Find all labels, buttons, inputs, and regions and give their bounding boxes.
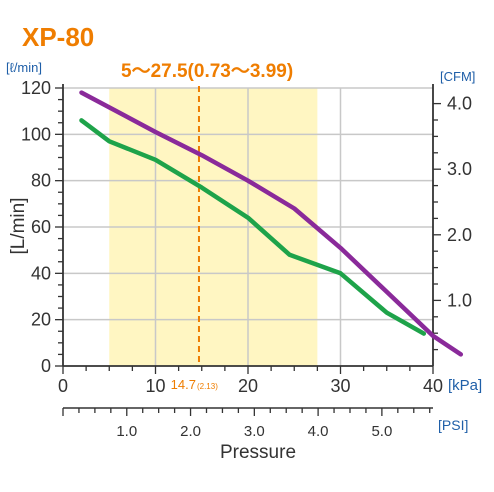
y-tick-label: 100	[21, 124, 51, 144]
x-tick-label: 0	[58, 376, 68, 396]
y-tick-label: 60	[31, 217, 51, 237]
y-right-unit-label: [CFM]	[440, 69, 475, 84]
psi-unit-label: [PSI]	[438, 417, 468, 433]
y-right-tick-label: 4.0	[447, 94, 472, 114]
reference-line-sublabel: (2.13)	[197, 382, 218, 391]
x-tick-label: 40	[423, 376, 443, 396]
operating-range-label: 5～27.5(0.73～3.99)	[121, 61, 293, 82]
y-tick-label: 20	[31, 310, 51, 330]
x-tick-label: 30	[330, 376, 350, 396]
y-axis-title: [L/min]	[8, 197, 29, 254]
y-right-tick-label: 3.0	[447, 159, 472, 179]
y-tick-label: 0	[41, 356, 51, 376]
psi-tick-label: 2.0	[180, 423, 201, 440]
x-axis-title: Pressure	[220, 442, 296, 463]
chart-title: XP-80	[22, 22, 94, 52]
y-tick-label: 120	[21, 78, 51, 98]
psi-tick-label: 1.0	[116, 423, 137, 440]
y-tick-label: 80	[31, 171, 51, 191]
series-line-2	[79, 118, 427, 336]
x-unit-label: [kPa]	[448, 377, 482, 394]
y-unit-label: [ℓ/min]	[6, 60, 42, 75]
plot-area: 1.0 2.0 3.0 4.0 5.00204060801001201.02.03.04…	[21, 78, 472, 440]
x-tick-label: 20	[238, 376, 258, 396]
reference-line-label: 14.7	[171, 377, 196, 392]
y-tick-label: 40	[31, 263, 51, 283]
y-right-tick-label: 2.0	[447, 225, 472, 245]
series-line-1	[79, 90, 464, 357]
psi-tick-label: 4.0	[308, 423, 329, 440]
y-right-tick-label: 1.0	[447, 290, 472, 310]
psi-tick-label: 3.0	[244, 423, 265, 440]
x-tick-label: 10	[145, 376, 165, 396]
psi-tick-label: 5.0	[371, 423, 392, 440]
